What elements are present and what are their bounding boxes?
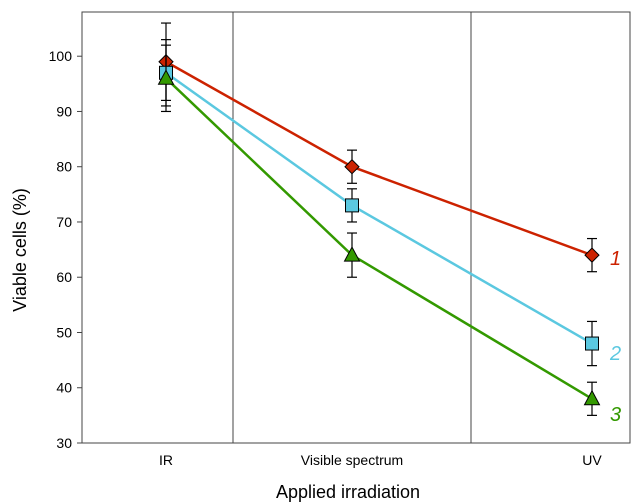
data-point-square [345, 198, 359, 213]
series-line [165, 71, 593, 345]
data-point-triangle [343, 246, 361, 262]
x-tick-label: IR [159, 452, 173, 468]
y-tick-label: 90 [56, 103, 72, 119]
y-tick-label: 40 [56, 380, 72, 396]
series-3 [157, 44, 601, 416]
series-line [165, 60, 593, 257]
y-tick-label: 30 [56, 435, 72, 451]
data-point-diamond [344, 159, 360, 175]
x-tick-label: Visible spectrum [301, 452, 403, 468]
x-axis-title: Applied irradiation [276, 482, 420, 502]
series-2 [159, 39, 599, 367]
series-line [165, 77, 593, 400]
y-tick-label: 70 [56, 214, 72, 230]
data-point-triangle [583, 389, 601, 406]
data-point-triangle [157, 69, 175, 85]
data-point-square [585, 336, 599, 351]
series-label-3: 3 [610, 404, 621, 426]
series-1 [158, 22, 600, 273]
x-tick-label: UV [582, 452, 602, 468]
data-point-diamond [584, 247, 600, 263]
y-tick-label: 100 [49, 48, 73, 64]
y-axis-title: Viable cells (%) [10, 188, 30, 312]
series-label-1: 1 [610, 248, 621, 270]
plot-frame [81, 11, 631, 444]
y-tick-label: 60 [56, 269, 72, 285]
y-tick-label: 50 [56, 324, 72, 340]
y-tick-label: 80 [56, 159, 72, 175]
series-label-2: 2 [609, 343, 621, 365]
